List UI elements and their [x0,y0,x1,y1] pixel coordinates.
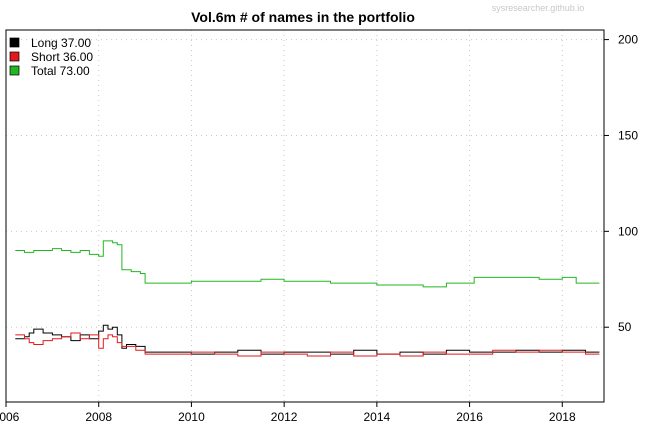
x-tick-label: 2012 [271,410,298,424]
legend-item-long: Long 37.00 [9,36,91,50]
y-tick-label: 50 [618,320,632,334]
legend-label-total: Total 73.00 [31,64,90,78]
legend-label-short: Short 36.00 [31,50,93,64]
legend: Long 37.00 Short 36.00 Total 73.00 [9,36,93,78]
axes: 2006 2008 2010 2012 2014 2016 2018 50 100 150 200 [0,33,638,424]
series-group [15,240,600,357]
y-tick-label: 100 [618,224,638,238]
chart-title: Vol.6m # of names in the portfolio [191,9,415,25]
legend-label-long: Long 37.00 [31,36,91,50]
x-tick-label: 2014 [364,410,391,424]
x-tick-label: 2010 [178,410,205,424]
y-tick-label: 200 [618,33,638,47]
watermark: sysresearcher.github.io [492,3,585,13]
plot-frame [5,29,605,403]
y-tick-label: 150 [618,128,638,142]
series-line-total [15,240,600,288]
x-tick-label: 2016 [456,410,483,424]
x-tick-label: 2018 [549,410,576,424]
legend-swatch-short [9,51,20,62]
x-tick-label: 2006 [0,410,20,424]
legend-swatch-long [9,37,20,48]
legend-swatch-total [9,65,20,76]
legend-item-total: Total 73.00 [9,64,90,78]
x-tick-label: 2008 [85,410,112,424]
legend-item-short: Short 36.00 [9,50,93,64]
series-line-short [15,332,600,357]
